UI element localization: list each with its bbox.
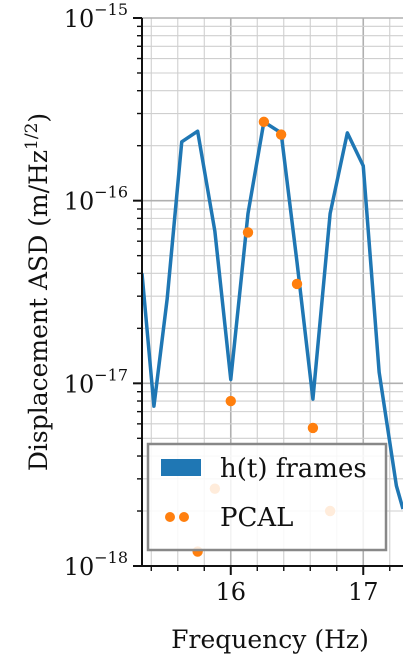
series-point-pcal (225, 395, 236, 407)
y-tick-label-base: 10 (64, 553, 95, 581)
series-point-pcal (275, 129, 287, 140)
series-line-h-t-frames (142, 120, 403, 510)
y-axis-label-sup: 1/2 (22, 123, 42, 150)
y-tick-label-exponent: −17 (94, 365, 128, 384)
legend-label-ht-frames: h(t) frames (220, 454, 367, 484)
legend: h(t) frames PCAL (146, 442, 388, 552)
legend-swatch-ht-frames (161, 459, 201, 476)
y-tick-label: 10−17 (64, 365, 128, 398)
x-tick-labels: 16 17 (215, 578, 378, 606)
series-point-pcal (307, 422, 319, 434)
y-tick-label-exponent: −15 (94, 0, 128, 19)
legend-marker-pcal-1 (165, 512, 175, 522)
legend-label-pcal: PCAL (220, 503, 293, 533)
series-point-pcal (242, 227, 254, 238)
y-axis-label-end: ) (24, 113, 53, 123)
x-tick-label: 17 (348, 578, 379, 606)
series-point-pcal (291, 278, 303, 290)
y-tick-label-exponent: −16 (94, 183, 128, 202)
y-tick-label: 10−18 (64, 548, 128, 581)
tick-marks (133, 17, 391, 575)
x-tick-label: 16 (215, 578, 246, 606)
x-axis-label: Frequency (Hz) (171, 625, 369, 654)
y-tick-label-base: 10 (64, 5, 95, 33)
plot-frame (141, 18, 403, 567)
y-tick-label-base: 10 (64, 188, 95, 216)
y-tick-label-exponent: −18 (94, 548, 128, 567)
y-axis-label-main: Displacement ASD (m/Hz (24, 150, 53, 471)
y-tick-label-base: 10 (64, 370, 95, 398)
y-tick-label: 10−15 (64, 0, 128, 33)
y-axis-label: Displacement ASD (m/Hz1/2) (22, 113, 53, 471)
y-tick-label: 10−16 (64, 183, 128, 216)
series-point-pcal (258, 116, 270, 128)
legend-marker-pcal-2 (179, 512, 189, 522)
